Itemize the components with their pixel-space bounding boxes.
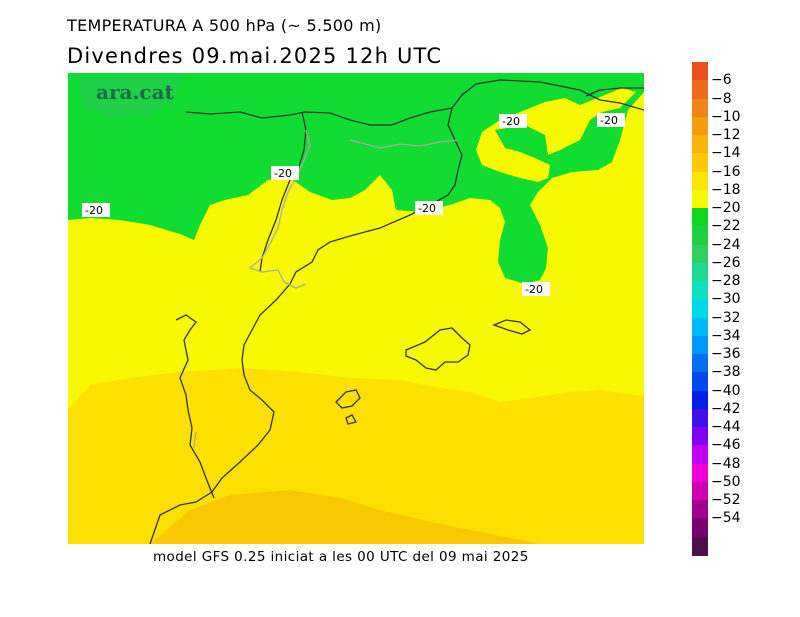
colorbar-tick-label: −36 xyxy=(711,346,741,363)
colorbar-tick-label: −14 xyxy=(711,145,741,162)
colorbar-tick-label: −42 xyxy=(711,400,741,417)
svg-text:-20: -20 xyxy=(525,283,543,296)
colorbar-tick-label: −16 xyxy=(711,163,741,180)
colorbar-segment xyxy=(692,98,708,118)
temperature-map: ara.cat -20 -20 xyxy=(68,73,644,544)
logo-text: ara.cat xyxy=(96,80,175,104)
chart-title: TEMPERATURA A 500 hPa (~ 5.500 m) xyxy=(67,16,382,35)
colorbar-segment xyxy=(692,135,708,155)
colorbar-tick-label: −10 xyxy=(711,108,741,125)
field-yellow-pocket xyxy=(476,88,636,182)
colorbar-tick-label: −28 xyxy=(711,273,741,290)
colorbar-segment xyxy=(692,116,708,136)
colorbar-segment xyxy=(692,226,708,246)
contour-label: -20 xyxy=(82,203,110,217)
contour-label: -20 xyxy=(499,114,527,128)
logo-blob xyxy=(78,76,180,117)
colorbar-segment xyxy=(692,317,708,337)
colorbar-segment xyxy=(692,463,708,483)
colorbar-tick-label: −26 xyxy=(711,254,741,271)
colorbar-tick-label: −44 xyxy=(711,419,741,436)
colorbar-tick-label: −20 xyxy=(711,200,741,217)
colorbar-segment xyxy=(692,408,708,428)
svg-text:-20: -20 xyxy=(502,115,520,128)
contour-label: -20 xyxy=(597,113,625,127)
colorbar-segment xyxy=(692,390,708,410)
colorbar-segment xyxy=(692,244,708,264)
colorbar-segment xyxy=(692,445,708,465)
colorbar-tick-label: −12 xyxy=(711,127,741,144)
colorbar-segment xyxy=(692,62,708,81)
colorbar-segment xyxy=(692,281,708,301)
colorbar-tick-label: −24 xyxy=(711,236,741,253)
coastlines xyxy=(149,79,644,544)
colorbar-segment xyxy=(692,354,708,374)
colorbar-tick-label: −34 xyxy=(711,327,741,344)
colorbar-tick-label: −32 xyxy=(711,309,741,326)
colorbar-segment xyxy=(692,299,708,319)
colorbar-tick-label: −46 xyxy=(711,437,741,454)
colorbar-segment xyxy=(692,80,708,100)
colorbar-segment xyxy=(692,372,708,392)
colorbar-tick-label: −38 xyxy=(711,364,741,381)
svg-text:-20: -20 xyxy=(85,204,103,217)
contour-labels: -20 -20 -20 -20 -20 -20 xyxy=(82,113,625,296)
colorbar-tick-label: −52 xyxy=(711,492,741,509)
colorbar-tick-label: −40 xyxy=(711,382,741,399)
field-warmest xyxy=(150,490,540,544)
colorbar-segment xyxy=(692,481,708,501)
model-footer: model GFS 0.25 iniciat a les 00 UTC del … xyxy=(153,549,529,565)
colorbar-segment xyxy=(692,171,708,191)
colorbar-segment xyxy=(692,500,708,520)
svg-text:-20: -20 xyxy=(600,114,618,127)
colorbar-segment xyxy=(692,189,708,209)
colorbar-segment xyxy=(692,518,708,538)
colorbar xyxy=(692,62,708,556)
chart-date: Divendres 09.mai.2025 12h UTC xyxy=(67,44,443,68)
contour-label: -20 xyxy=(271,166,299,180)
colorbar-segment xyxy=(692,427,708,447)
colorbar-tick-label: −54 xyxy=(711,510,741,527)
colorbar-segment xyxy=(692,208,708,228)
colorbar-tick-label: −30 xyxy=(711,291,741,308)
svg-text:-20: -20 xyxy=(274,167,292,180)
colorbar-tick-label: −48 xyxy=(711,455,741,472)
borders xyxy=(193,129,459,449)
colorbar-tick-label: −18 xyxy=(711,181,741,198)
colorbar-tick-label: −8 xyxy=(711,90,732,107)
colorbar-tick-label: −6 xyxy=(711,72,732,89)
colorbar-segment xyxy=(692,262,708,282)
contour-label: -20 xyxy=(522,282,550,296)
colorbar-segment xyxy=(692,153,708,173)
colorbar-tick-label: −50 xyxy=(711,473,741,490)
colorbar-segment xyxy=(692,335,708,355)
colorbar-segment xyxy=(692,536,708,556)
svg-text:-20: -20 xyxy=(418,202,436,215)
colorbar-tick-label: −22 xyxy=(711,218,741,235)
contour-label: -20 xyxy=(415,201,443,215)
